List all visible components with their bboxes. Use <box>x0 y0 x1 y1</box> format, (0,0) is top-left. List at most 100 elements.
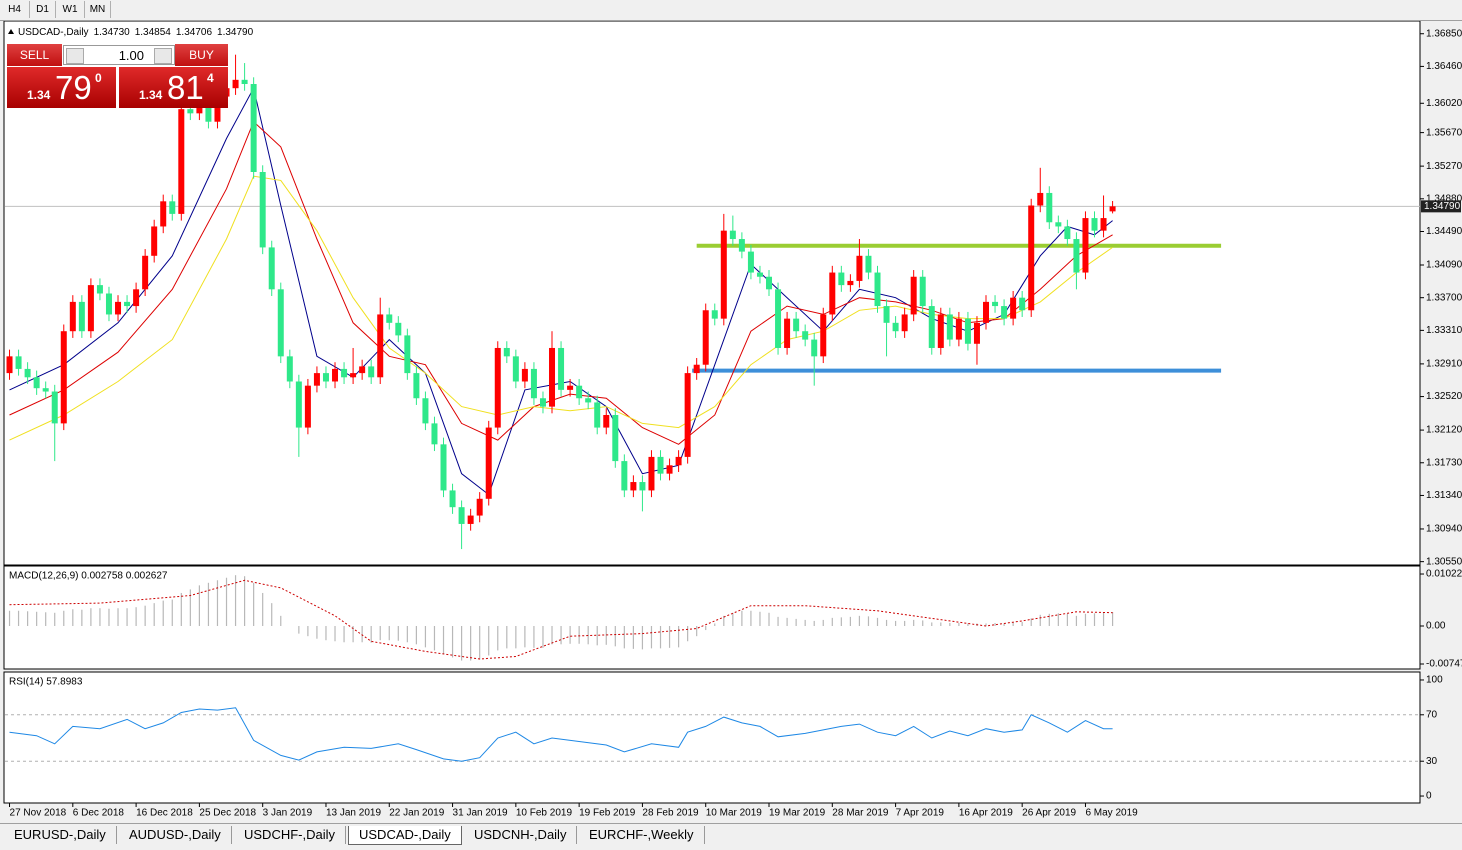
candle-body <box>494 347 501 428</box>
candle-body <box>702 310 709 365</box>
chart-tab[interactable]: EURCHF-,Weekly <box>579 826 705 844</box>
chart-tab[interactable]: USDCHF-,Daily <box>234 826 346 844</box>
candle-body <box>33 377 40 389</box>
candle-body <box>458 507 465 524</box>
candle-body <box>142 255 149 290</box>
candle-body <box>693 364 700 374</box>
candle-body <box>847 280 854 286</box>
candle-body <box>42 388 49 392</box>
candle-body <box>395 322 402 336</box>
lot-field[interactable]: 1.00 <box>63 45 175 65</box>
x-tick-label: 19 Mar 2019 <box>769 808 826 819</box>
candle-body <box>955 318 962 340</box>
candle-body <box>621 461 628 491</box>
candle-body <box>78 301 85 332</box>
quote-big: 1.34 <box>27 88 51 102</box>
candle-body <box>766 276 773 290</box>
y-tick-label: 0.00 <box>1426 621 1446 632</box>
candle-body <box>377 314 384 378</box>
y-tick-label: 1.31730 <box>1426 457 1462 468</box>
candle-body <box>937 314 944 348</box>
rsi-line <box>9 707 1113 762</box>
candle-body <box>856 255 863 281</box>
chart-tab[interactable]: USDCNH-,Daily <box>464 826 578 844</box>
timeframe-button[interactable]: W1 <box>56 1 85 18</box>
candle-body <box>973 322 980 344</box>
last-price-label: 1.34790 <box>1424 201 1461 212</box>
candle-body <box>521 368 528 382</box>
candle-body <box>304 385 311 428</box>
candle-body <box>332 368 339 382</box>
ask-quote[interactable]: 1.34 81 4 <box>119 67 228 108</box>
timeframe-button[interactable]: MN <box>85 1 111 18</box>
candle-body <box>630 482 637 491</box>
y-tick-label: 1.31340 <box>1426 490 1462 501</box>
lot-value: 1.00 <box>118 48 144 63</box>
x-tick-label: 28 Mar 2019 <box>832 808 889 819</box>
candle-body <box>512 356 519 382</box>
candle-body <box>1100 218 1107 231</box>
timeframe-button[interactable]: H4 <box>0 1 30 18</box>
candle-body <box>910 276 917 315</box>
candle-body <box>1064 226 1071 240</box>
chart-tab[interactable]: USDCAD-,Daily <box>348 826 462 845</box>
lot-down[interactable] <box>66 48 84 64</box>
candle-body <box>368 366 375 378</box>
buy-button[interactable]: BUY <box>175 44 228 66</box>
panel <box>3 565 1421 670</box>
quote-pips: 79 <box>55 69 92 106</box>
y-tick-label: 1.32120 <box>1426 425 1462 436</box>
candle-body <box>793 318 800 332</box>
x-tick-label: 19 Feb 2019 <box>579 808 636 819</box>
candle-body <box>756 272 763 277</box>
chart-tab[interactable]: AUDUSD-,Daily <box>119 826 232 844</box>
candle-body <box>96 285 103 294</box>
candle-body <box>277 289 284 357</box>
symbol-icon <box>8 29 14 34</box>
candle-body <box>1028 205 1035 311</box>
y-tick-label: 0.010229 <box>1426 569 1462 580</box>
ohlc-value: 1.34854 <box>135 27 172 38</box>
symbol: USDCAD-,Daily <box>18 27 89 38</box>
candle-body <box>196 106 203 114</box>
candle-body <box>1073 239 1080 273</box>
timeframe-button[interactable]: D1 <box>30 1 56 18</box>
timeframe-bar: H4 D1 W1 MN <box>0 0 1462 21</box>
candle-body <box>1091 218 1098 231</box>
x-tick-label: 25 Dec 2018 <box>199 808 256 819</box>
candle-body <box>295 381 302 428</box>
bid-quote[interactable]: 1.34 79 0 <box>7 67 116 108</box>
chart-area: 1.368501.364601.360201.356701.352701.348… <box>3 21 1462 819</box>
quote-point: 0 <box>95 71 102 85</box>
candle-body <box>603 415 610 428</box>
sell-button[interactable]: SELL <box>7 44 62 66</box>
candle-body <box>259 171 266 248</box>
candle-body <box>784 318 791 348</box>
candle-body <box>992 301 999 307</box>
candle-body <box>820 314 827 357</box>
candle-body <box>639 482 646 491</box>
candle-body <box>747 251 754 273</box>
candle-body <box>449 490 456 508</box>
candle-body <box>585 398 592 403</box>
candle-body <box>684 373 691 457</box>
candle-body <box>729 230 736 240</box>
candle-body <box>1019 297 1026 311</box>
candle-body <box>1037 192 1044 206</box>
candle-body <box>657 456 664 474</box>
candle-body <box>60 331 67 424</box>
ohlc-value: 1.34730 <box>94 27 131 38</box>
y-tick-label: 1.35670 <box>1426 127 1462 138</box>
one-click-trading: SELL 1.00 BUY 1.34 79 0 1.34 81 4 <box>7 44 228 108</box>
candle-body <box>205 106 212 122</box>
chart-tab[interactable]: EURUSD-,Daily <box>4 826 117 844</box>
quote-point: 4 <box>207 71 214 85</box>
x-tick-label: 26 Apr 2019 <box>1022 808 1076 819</box>
y-tick-label: 1.32910 <box>1426 359 1462 370</box>
candle-body <box>69 301 76 332</box>
candle-body <box>576 385 583 399</box>
candle-body <box>133 289 140 307</box>
lot-up[interactable] <box>154 48 172 64</box>
macd-signal <box>9 579 1113 660</box>
